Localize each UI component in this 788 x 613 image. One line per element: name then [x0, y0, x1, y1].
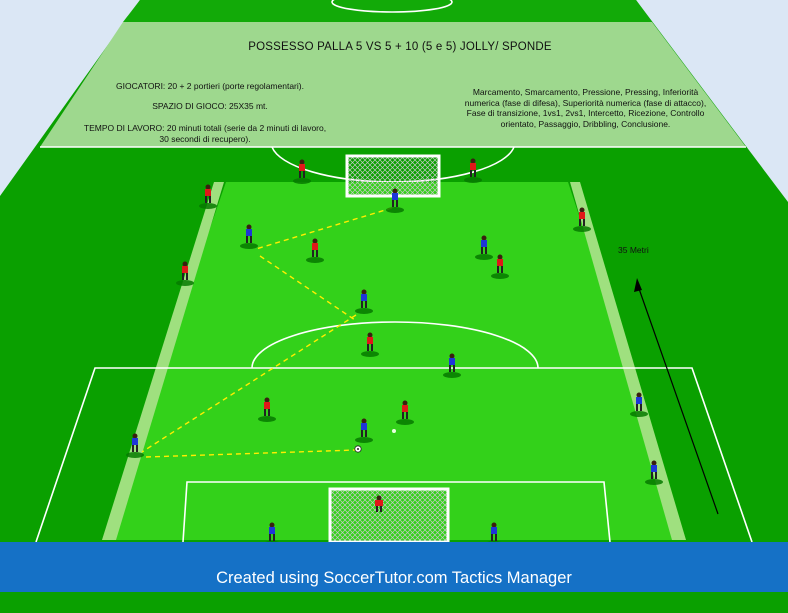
ball-icon: [354, 445, 362, 453]
pass-lines: [141, 207, 393, 458]
ball-marker: [392, 429, 396, 433]
player-blue: [636, 392, 642, 411]
footer-banner: Created using SoccerTutor.com Tactics Ma…: [0, 542, 788, 592]
player-red: [402, 400, 408, 419]
player-red: [205, 184, 211, 203]
drill-title: POSSESSO PALLA 5 VS 5 + 10 (5 e 5) JOLLY…: [248, 41, 552, 53]
distance-label: 35 Metri: [618, 245, 649, 255]
player-blue: [132, 433, 138, 452]
training-themes: Marcamento, Smarcamento, Pressione, Pres…: [464, 87, 707, 129]
footer-text: Created using SoccerTutor.com Tactics Ma…: [216, 569, 572, 587]
goalkeeper: [375, 495, 383, 512]
center-markings: [35, 321, 753, 542]
player-blue: [246, 224, 252, 243]
blue-team: [132, 188, 657, 541]
player-red: [182, 261, 188, 280]
player-red: [579, 207, 585, 226]
right-channel: [570, 182, 686, 540]
distance-arrow: [634, 278, 719, 515]
player-blue: [481, 235, 487, 254]
player-red: [497, 254, 503, 273]
player-red: [299, 159, 305, 178]
training-area: [102, 182, 686, 540]
player-blue: [491, 522, 497, 541]
red-team: [182, 158, 585, 419]
pitch-stripe: [123, 0, 652, 22]
player-shadows: [126, 177, 663, 542]
player-blue: [651, 460, 657, 479]
player-blue: [269, 522, 275, 541]
tactics-board: POSSESSO PALLA 5 VS 5 + 10 (5 e 5) JOLLY…: [0, 0, 788, 592]
space-info: SPAZIO DI GIOCO: 25X35 mt.: [152, 101, 268, 111]
player-red: [312, 238, 318, 257]
player-blue: [449, 353, 455, 372]
bottom-goal: [328, 487, 450, 542]
players-info: GIOCATORI: 20 + 2 portieri (porte regola…: [116, 81, 304, 91]
player-blue: [361, 289, 367, 308]
player-blue: [361, 418, 367, 437]
player-red: [367, 332, 373, 351]
player-red: [264, 397, 270, 416]
pitch-diagram: [0, 0, 788, 542]
player-red: [470, 158, 476, 177]
time-info: TEMPO DI LAVORO: 20 minuti totali (serie…: [83, 123, 327, 144]
info-panel: [40, 22, 746, 147]
player-blue: [392, 188, 398, 207]
